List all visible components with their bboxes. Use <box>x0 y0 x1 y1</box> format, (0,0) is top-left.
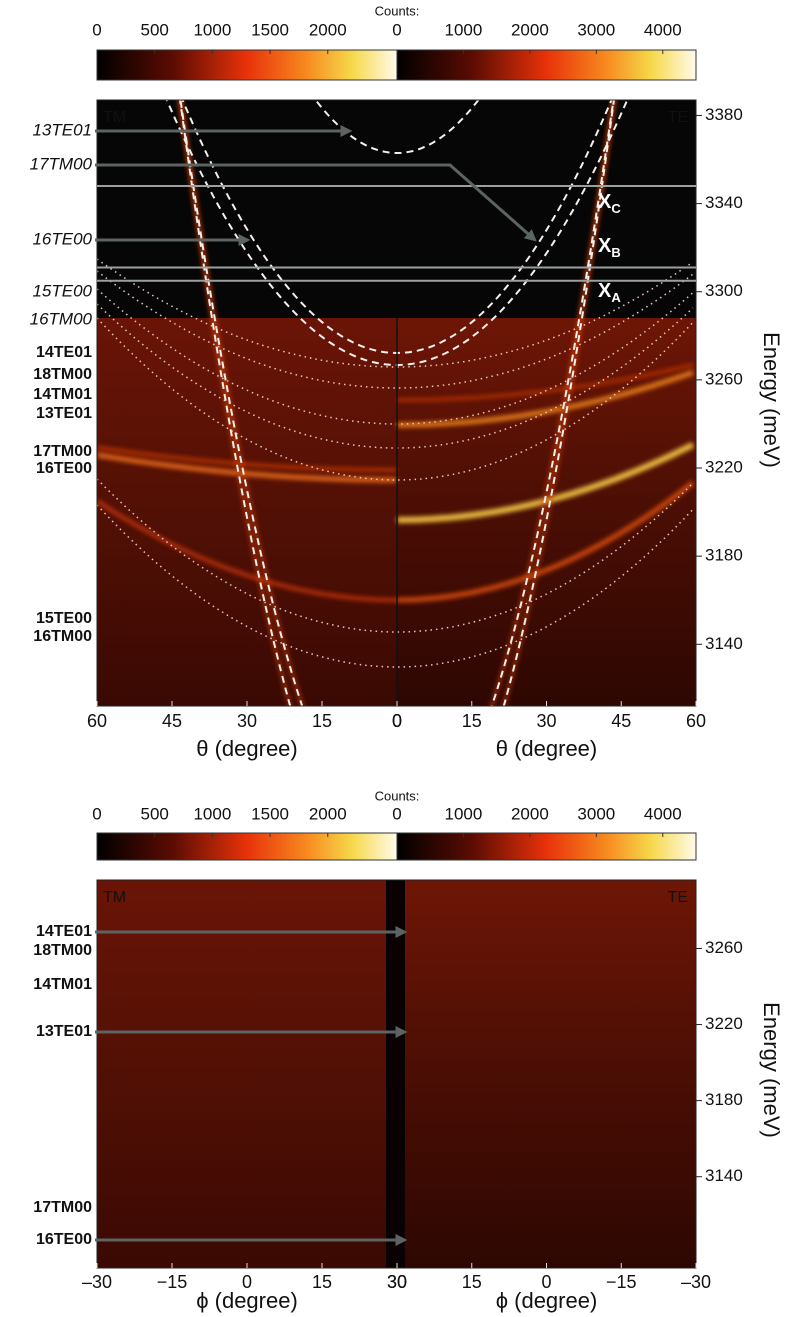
figure: Counts:050010001500200001000200030004000… <box>0 0 793 1317</box>
mode-label: 13TE01 <box>36 405 92 422</box>
colorbar-tick-label: 1000 <box>193 20 231 39</box>
colorbar-tick-label: 3000 <box>577 804 615 823</box>
mode-label: 17TM00 <box>33 443 92 460</box>
colorbar-tick-label: 2000 <box>511 20 549 39</box>
mode-label: 14TM01 <box>33 976 92 993</box>
mode-label-italic: 16TM00 <box>30 309 93 328</box>
colorbar-tick-label: 500 <box>141 20 169 39</box>
mode-label: 17TM00 <box>33 1199 92 1216</box>
colorbar-tick-label: 1500 <box>251 20 289 39</box>
mode-label: 13TE01 <box>36 1023 92 1040</box>
x-tick-label: 45 <box>611 711 631 731</box>
mode-label: 16TM00 <box>33 628 92 645</box>
x-tick-label: −15 <box>606 1272 637 1292</box>
heatmap <box>97 880 696 1268</box>
half-name: TE <box>668 889 688 906</box>
colorbar-tick-label: 500 <box>141 804 169 823</box>
x-tick-label: −15 <box>157 1272 188 1292</box>
mode-label: 14TE01 <box>36 344 92 361</box>
mode-label-italic: 13TE01 <box>32 120 92 139</box>
x-axis-label: θ (degree) <box>496 736 598 761</box>
colorbar-title: Counts: <box>375 788 420 803</box>
y-tick-label: 3180 <box>705 1090 743 1109</box>
exciton-symbol: X <box>598 191 612 213</box>
colorbar-tick-label: 4000 <box>644 20 682 39</box>
colorbar-tick-label: 1000 <box>445 804 483 823</box>
half-name: TM <box>103 109 126 126</box>
x-tick-label: –30 <box>82 1272 112 1292</box>
x-tick-label: 30 <box>536 711 556 731</box>
colorbar-tick-label: 3000 <box>577 20 615 39</box>
colorbar-tick-label: 0 <box>92 20 101 39</box>
half-name: TM <box>103 889 126 906</box>
y-tick-label: 3180 <box>705 546 743 565</box>
x-tick-label: 15 <box>462 1272 482 1292</box>
y-tick-label: 3260 <box>705 369 743 388</box>
x-tick-label: 60 <box>87 711 107 731</box>
exciton-symbol: X <box>598 235 612 257</box>
colorbar-tick-label: 2000 <box>309 804 347 823</box>
exciton-subscript: C <box>611 201 621 216</box>
colorbar-tick-label: 1500 <box>251 804 289 823</box>
mode-label: 14TE01 <box>36 923 92 940</box>
y-tick-label: 3300 <box>705 281 743 300</box>
mode-label-italic: 17TM00 <box>30 154 93 173</box>
colorbar-title: Counts: <box>375 3 420 18</box>
colorbar-tick-label: 0 <box>392 20 401 39</box>
y-axis-label: Energy (meV) <box>759 332 784 468</box>
colorbar-tick-label: 2000 <box>309 20 347 39</box>
x-tick-label: 30 <box>387 1272 407 1292</box>
y-tick-label: 3140 <box>705 634 743 653</box>
colorbar-tick-label: 1000 <box>445 20 483 39</box>
mode-label-italic: 16TE00 <box>32 229 92 248</box>
mode-label: 16TE00 <box>36 1231 92 1248</box>
x-tick-label: 60 <box>686 711 706 731</box>
x-tick-label: 0 <box>392 711 402 731</box>
x-tick-label: 15 <box>312 1272 332 1292</box>
mode-label: 18TM00 <box>33 942 92 959</box>
colorbar <box>97 50 397 80</box>
y-tick-label: 3340 <box>705 193 743 212</box>
y-tick-label: 3220 <box>705 457 743 476</box>
x-axis-label: ϕ (degree) <box>496 1288 598 1313</box>
y-axis-label: Energy (meV) <box>759 1002 784 1138</box>
x-tick-label: 15 <box>462 711 482 731</box>
y-tick-label: 3140 <box>705 1166 743 1185</box>
colorbar-tick-label: 0 <box>92 804 101 823</box>
mode-label-italic: 15TE00 <box>32 281 92 300</box>
x-tick-label: 15 <box>312 711 332 731</box>
heatmap <box>97 0 696 900</box>
mode-label: 15TE00 <box>36 610 92 627</box>
mode-label: 16TE00 <box>36 460 92 477</box>
colorbar-tick-label: 2000 <box>511 804 549 823</box>
colorbar <box>397 833 696 860</box>
colorbar-tick-label: 4000 <box>644 804 682 823</box>
mode-label: 14TM01 <box>33 386 92 403</box>
x-tick-label: 30 <box>237 711 257 731</box>
colorbar <box>397 50 696 80</box>
x-tick-label: –30 <box>681 1272 711 1292</box>
y-tick-label: 3220 <box>705 1014 743 1033</box>
x-tick-label: 45 <box>162 711 182 731</box>
half-name: TE <box>668 109 688 126</box>
exciton-symbol: X <box>598 280 612 302</box>
colorbar-tick-label: 1000 <box>193 804 231 823</box>
heatmap-right <box>397 880 696 1268</box>
exciton-subscript: A <box>611 290 621 305</box>
colorbar <box>97 833 397 860</box>
y-tick-label: 3260 <box>705 938 743 957</box>
dark-stripe <box>386 880 405 1268</box>
exciton-subscript: B <box>611 245 620 260</box>
x-axis-label: ϕ (degree) <box>196 1288 298 1313</box>
colorbar-tick-label: 0 <box>392 804 401 823</box>
y-tick-label: 3380 <box>705 105 743 124</box>
mode-label: 18TM00 <box>33 366 92 383</box>
x-axis-label: θ (degree) <box>196 736 298 761</box>
